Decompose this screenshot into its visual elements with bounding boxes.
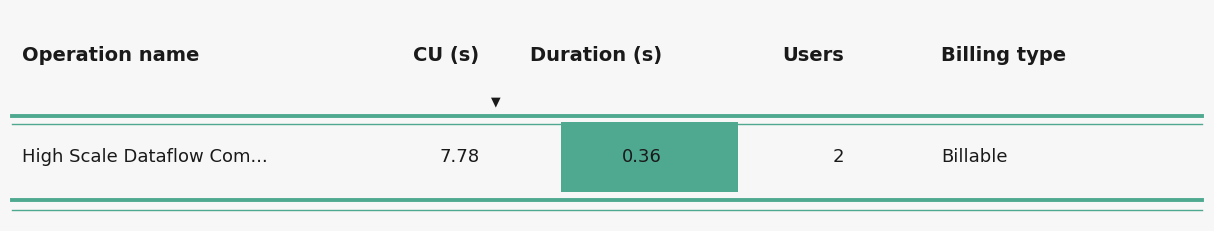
Text: Users: Users bbox=[782, 46, 844, 65]
Text: CU (s): CU (s) bbox=[414, 46, 480, 65]
Text: High Scale Dataflow Com...: High Scale Dataflow Com... bbox=[22, 148, 267, 166]
Text: 7.78: 7.78 bbox=[439, 148, 480, 166]
Text: Billing type: Billing type bbox=[941, 46, 1066, 65]
Text: 0.36: 0.36 bbox=[622, 148, 662, 166]
Bar bbox=[561, 122, 738, 192]
Text: Operation name: Operation name bbox=[22, 46, 199, 65]
Text: Duration (s): Duration (s) bbox=[529, 46, 662, 65]
Text: Billable: Billable bbox=[941, 148, 1008, 166]
Text: 2: 2 bbox=[833, 148, 844, 166]
Text: ▼: ▼ bbox=[490, 95, 500, 108]
